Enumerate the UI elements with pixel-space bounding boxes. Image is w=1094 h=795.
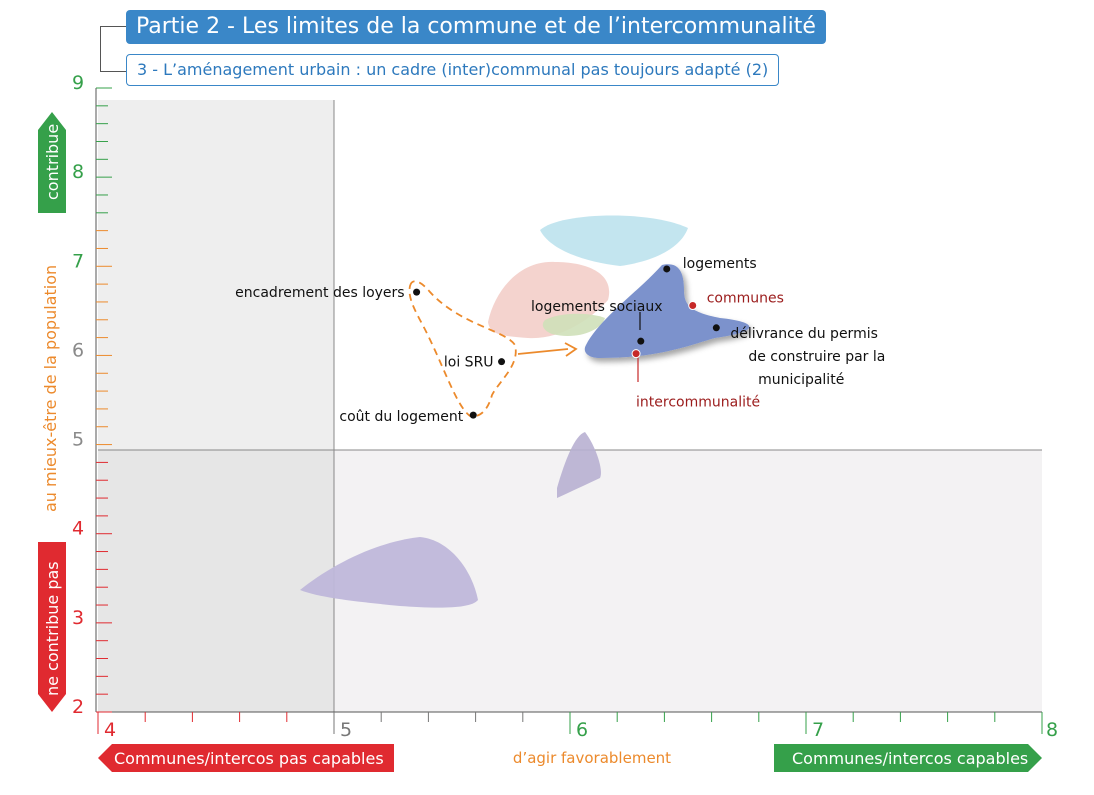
y-tick-label: 7: [72, 250, 84, 272]
blob-blue: [584, 264, 750, 358]
data-point: [498, 358, 506, 366]
data-point: [688, 301, 698, 311]
y-tick-label: 8: [72, 161, 84, 183]
x-banner-right-label: Communes/intercos capables: [792, 749, 1028, 768]
y-tick-label: 9: [72, 72, 84, 94]
x-tick-label: 6: [576, 719, 588, 741]
x-tick-label: 7: [812, 719, 824, 741]
point-label: municipalité: [758, 372, 844, 388]
point-label: coût du logement: [339, 409, 463, 425]
group-outline: [408, 280, 517, 418]
arrow-head: [564, 342, 578, 357]
point-label: délivrance du permis: [730, 326, 878, 342]
y-tick-label: 6: [72, 339, 84, 361]
y-tick-label: 5: [72, 429, 84, 451]
y-tick-label: 4: [72, 518, 84, 540]
point-label: loi SRU: [444, 355, 494, 371]
point-label: intercommunalité: [636, 395, 760, 411]
y-banner-top-label: contribue: [43, 124, 62, 200]
point-label: de construire par la: [748, 349, 885, 365]
y-ticks: 2 3 4 5 6 7 8 9: [72, 72, 112, 718]
data-point: [631, 349, 641, 359]
data-point: [413, 288, 421, 296]
y-banner-top: [38, 112, 66, 213]
data-point: [712, 324, 720, 332]
y-tick-label: 2: [72, 696, 84, 718]
page-subtitle: 3 - L’aménagement urbain : un cadre (int…: [126, 54, 780, 86]
blob-violet-small: [557, 432, 601, 498]
x-tick-label: 8: [1046, 719, 1058, 741]
quadrant-top-left: [98, 100, 334, 450]
x-banner-left: [98, 744, 394, 772]
x-ticks: 4 5 6 7 8: [97, 712, 1058, 741]
header-bracket: [100, 26, 127, 72]
blob-green: [542, 313, 605, 337]
blob-cyan: [540, 215, 688, 266]
point-label: logements sociaux: [531, 299, 663, 315]
arrow-line: [517, 348, 569, 355]
x-tick-label: 4: [104, 719, 116, 741]
point-label: encadrement des loyers: [235, 285, 404, 301]
y-tick-label: 3: [72, 607, 84, 629]
quadrant-top-right: [334, 100, 1042, 450]
x-tick-label: 5: [340, 719, 352, 741]
data-point: [663, 265, 671, 273]
blob-violet-large: [300, 537, 478, 608]
y-banner-bottom-label: ne contribue pas: [43, 561, 62, 696]
data-point: [469, 411, 477, 419]
page-title: Partie 2 - Les limites de la commune et …: [126, 10, 826, 44]
x-banner-left-label: Communes/intercos pas capables: [114, 749, 384, 768]
point-label: logements: [683, 256, 757, 272]
points-layer: encadrement des loyers loi SRU coût du log…: [235, 256, 885, 425]
x-axis-middle-label: d’agir favorablement: [513, 749, 671, 767]
point-label: communes: [707, 291, 784, 307]
y-banner-bottom: [38, 542, 66, 712]
quadrant-bottom-left: [98, 450, 334, 712]
data-point: [637, 337, 645, 345]
y-axis-middle-label: au mieux-être de la population: [41, 265, 60, 512]
x-banner-right: [774, 744, 1042, 772]
